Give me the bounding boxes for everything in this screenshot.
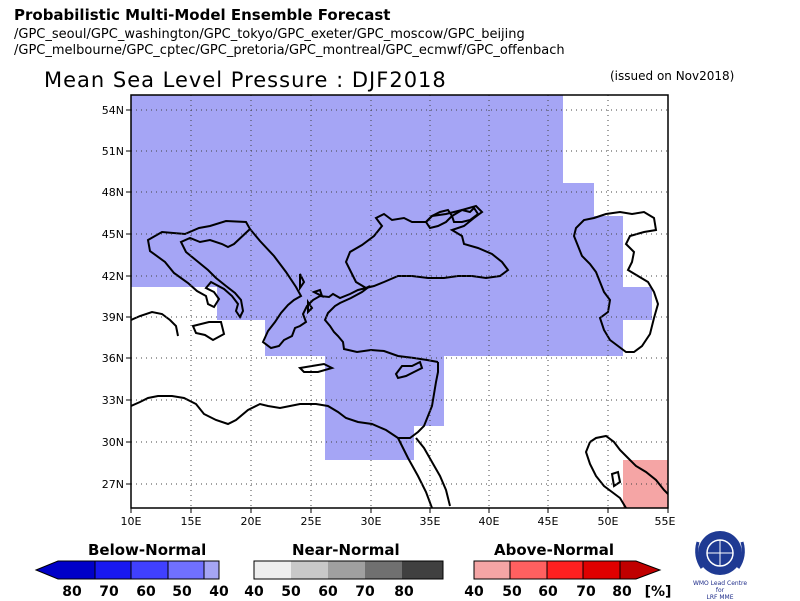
italy-coast [146, 219, 252, 319]
suez-sinai-coast [415, 437, 451, 507]
lon-label: 50E [598, 515, 619, 528]
models-list-line-1: /GPC_seoul/GPC_washington/GPC_tokyo/GPC_… [14, 27, 525, 42]
probability-shading [131, 95, 668, 508]
lat-label: 45N [102, 228, 124, 241]
legend-swatch [510, 561, 547, 579]
lat-label: 27N [102, 478, 124, 491]
legend-swatch [131, 561, 168, 579]
legend-swatch [168, 561, 204, 579]
axis-ticks [126, 109, 669, 513]
legend-below-normal [34, 560, 220, 580]
lon-label: 25E [301, 515, 322, 528]
cyprus-coast [394, 360, 424, 380]
lat-label: 33N [102, 394, 124, 407]
legend-swatch [547, 561, 583, 579]
issued-date: (issued on Nov2018) [610, 69, 735, 83]
legend-above-normal [473, 560, 662, 580]
legend-label: 50 [281, 584, 301, 600]
legend-label: 40 [209, 584, 229, 600]
legend-above-normal-title: Above-Normal [494, 541, 614, 559]
legend-swatch [402, 561, 443, 579]
logo-caption-line-1: WMO Lead Centre for [692, 580, 748, 594]
caspian-sea-coast [572, 210, 660, 353]
lon-label: 55E [655, 515, 676, 528]
aegean-islands [299, 273, 324, 315]
legend-swatch [291, 561, 328, 579]
legend-label: 80 [612, 584, 632, 600]
balkans-greece-turkey-coast [249, 228, 439, 363]
legend-label: 80 [62, 584, 82, 600]
longitude-labels: 10E 15E 20E 25E 30E 35E 40E 45E 50E 55E [121, 515, 676, 528]
legend-unit: [%] [645, 584, 672, 600]
lat-label: 36N [102, 352, 124, 365]
legend-arrow-right [636, 561, 660, 579]
legend-swatch [204, 561, 219, 579]
legend-swatch [254, 561, 291, 579]
map-frame [130, 94, 669, 509]
lon-label: 35E [420, 515, 441, 528]
legend-below-normal-title: Below-Normal [88, 541, 207, 559]
legend-label: 60 [538, 584, 558, 600]
lat-label: 51N [102, 145, 124, 158]
levant-egypt-coast [131, 362, 439, 439]
lon-label: 20E [241, 515, 262, 528]
latitude-labels: 54N 51N 48N 45N 42N 39N 36N 33N 30N 27N [102, 104, 124, 491]
lon-label: 40E [479, 515, 500, 528]
lon-label: 15E [181, 515, 202, 528]
legend-labels: 80 70 60 50 40 40 50 60 70 80 40 50 60 7… [62, 584, 671, 600]
legend-near-normal [253, 560, 444, 580]
lat-label: 30N [102, 436, 124, 449]
legend-label: 40 [464, 584, 484, 600]
legend-label: 50 [172, 584, 192, 600]
logo-caption: WMO Lead Centre for LRF MME [690, 580, 750, 601]
qatar-coast [610, 470, 622, 488]
red-sea-coast [397, 437, 433, 508]
legend-arrow-left [36, 561, 58, 579]
legend-near-normal-title: Near-Normal [292, 541, 400, 559]
legend-label: 80 [394, 584, 414, 600]
legend-swatch [365, 561, 402, 579]
models-list-line-2: /GPC_melbourne/GPC_cptec/GPC_pretoria/GP… [14, 43, 565, 58]
logo-caption-line-2: LRF MME [706, 594, 734, 601]
legend-swatch [58, 561, 95, 579]
above-normal-area [623, 460, 668, 508]
legend-swatch [583, 561, 620, 579]
lon-label: 30E [361, 515, 382, 528]
legend-label: 70 [576, 584, 596, 600]
forecast-title: Probabilistic Multi-Model Ensemble Forec… [14, 6, 391, 24]
azov-sea-coast [450, 206, 480, 223]
legend-label: 70 [99, 584, 119, 600]
lon-label: 45E [538, 515, 559, 528]
legend-label: 60 [136, 584, 156, 600]
sicily-coast [191, 321, 226, 342]
lat-label: 39N [102, 311, 124, 324]
legend-swatch [95, 561, 131, 579]
north-africa-coast [131, 310, 179, 337]
map-title: Mean Sea Level Pressure : DJF2018 [44, 68, 447, 92]
lon-label: 10E [121, 515, 142, 528]
legend-swatch [328, 561, 365, 579]
lat-label: 48N [102, 186, 124, 199]
legend-label: 60 [318, 584, 338, 600]
below-normal-area [131, 95, 652, 460]
persian-gulf-coast [584, 434, 668, 508]
legend-swatch [474, 561, 510, 579]
crete-coast [297, 362, 335, 373]
lat-label: 42N [102, 270, 124, 283]
legend-label: 50 [502, 584, 522, 600]
legend-swatch [620, 561, 636, 579]
legend-label: 40 [244, 584, 264, 600]
lat-label: 54N [102, 104, 124, 117]
coastlines [131, 204, 668, 508]
wmo-logo-icon [695, 531, 745, 575]
legend-label: 70 [355, 584, 375, 600]
